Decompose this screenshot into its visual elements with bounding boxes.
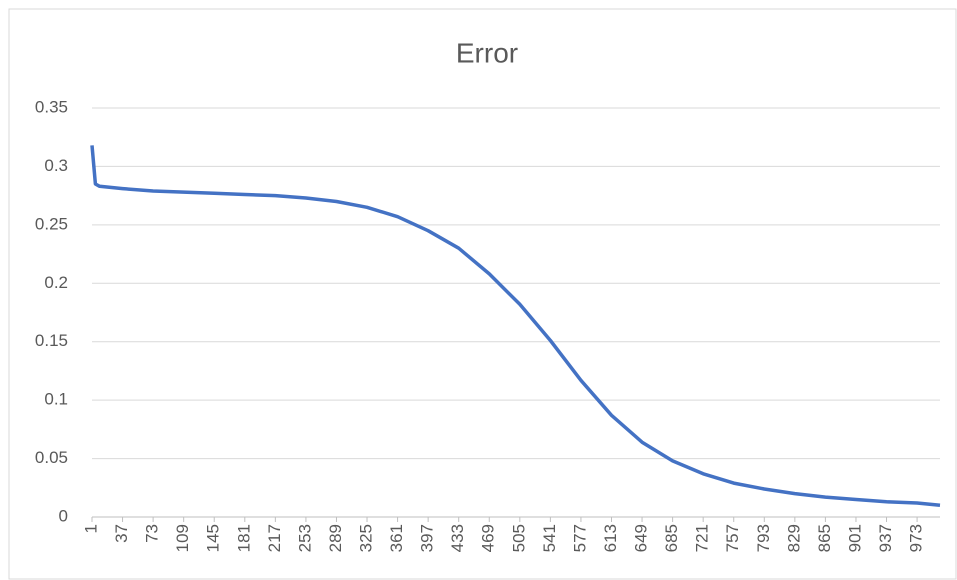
x-tick-label: 721 [693, 524, 712, 552]
x-tick-label: 577 [570, 524, 589, 552]
x-tick-label: 613 [601, 524, 620, 552]
y-tick-label: 0.1 [44, 390, 68, 409]
y-tick-label: 0.2 [44, 273, 68, 292]
x-tick-label: 217 [265, 524, 284, 552]
x-tick-label: 757 [723, 524, 742, 552]
x-tick-label: 433 [448, 524, 467, 552]
x-tick-label: 901 [845, 524, 864, 552]
x-tick-label: 1 [81, 524, 100, 533]
x-tick-label: 469 [479, 524, 498, 552]
data-line [90, 145, 941, 508]
chart-title: Error [456, 37, 518, 68]
x-tick-label: 829 [784, 524, 803, 552]
x-tick-label: 73 [143, 524, 162, 543]
x-tick-label: 181 [234, 524, 253, 552]
x-tick-label: 361 [387, 524, 406, 552]
y-tick-label: 0.3 [44, 156, 68, 175]
x-tick-label: 541 [540, 524, 559, 552]
x-tick-label: 649 [632, 524, 651, 552]
x-tick-label: 325 [357, 524, 376, 552]
y-tick-label: 0.05 [35, 448, 68, 467]
x-tick-label: 397 [418, 524, 437, 552]
chart-border [8, 8, 957, 580]
x-tick-label: 37 [112, 524, 131, 543]
x-tick-label: 289 [326, 524, 345, 552]
x-tick-label: 109 [173, 524, 192, 552]
x-tick-label: 253 [295, 524, 314, 552]
y-tick-label: 0.25 [35, 214, 68, 233]
x-tick-label: 505 [509, 524, 528, 552]
x-tick-label: 937 [876, 524, 895, 552]
x-tick-label: 973 [907, 524, 926, 552]
x-tick-label: 145 [204, 524, 223, 552]
y-tick-label: 0.35 [35, 97, 68, 116]
y-tick-label: 0 [59, 506, 68, 525]
x-tick-label: 793 [754, 524, 773, 552]
x-tick-label: 685 [662, 524, 681, 552]
x-tick-label: 865 [815, 524, 834, 552]
y-tick-label: 0.15 [35, 331, 68, 350]
